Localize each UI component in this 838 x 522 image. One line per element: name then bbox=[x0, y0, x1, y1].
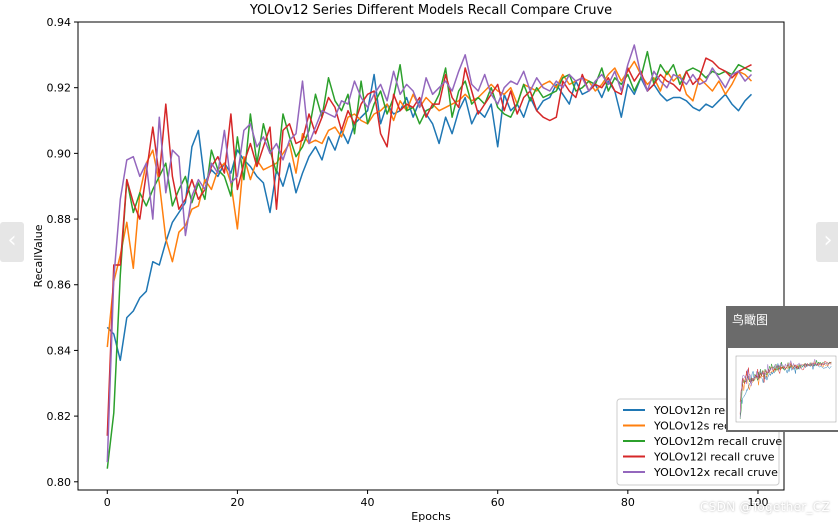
series-line-4 bbox=[106, 44, 753, 463]
watermark: CSDN @Together_CZ bbox=[700, 500, 830, 514]
chevron-left-icon: ‹ bbox=[7, 228, 17, 253]
next-image-button[interactable]: › bbox=[816, 222, 838, 262]
series-layer bbox=[106, 44, 753, 469]
x-tick-label: 100 bbox=[747, 496, 768, 509]
y-tick-label: 0.92 bbox=[47, 82, 72, 95]
legend-label: YOLOv12x recall cruve bbox=[653, 466, 778, 479]
chart-title: YOLOv12 Series Different Models Recall C… bbox=[249, 3, 612, 18]
x-tick-label: 0 bbox=[104, 496, 111, 509]
y-axis-label: RecallValue bbox=[32, 224, 45, 287]
y-tick-label: 0.88 bbox=[47, 213, 72, 226]
y-axis: 0.80 0.82 0.84 0.86 0.88 0.90 0.92 0.94 bbox=[47, 16, 78, 489]
chevron-right-icon: › bbox=[823, 228, 833, 253]
overview-thumbnail-chart bbox=[735, 355, 837, 423]
y-tick-label: 0.94 bbox=[47, 16, 72, 29]
y-tick-label: 0.82 bbox=[47, 410, 72, 423]
y-tick-label: 0.80 bbox=[47, 476, 72, 489]
x-tick-label: 60 bbox=[491, 496, 505, 509]
thumbnail-series-line-4 bbox=[739, 358, 832, 419]
x-tick-label: 80 bbox=[621, 496, 635, 509]
x-axis-label: Epochs bbox=[411, 510, 451, 522]
x-tick-label: 20 bbox=[230, 496, 244, 509]
y-tick-label: 0.90 bbox=[47, 147, 72, 160]
legend-label: YOLOv12l recall cruve bbox=[653, 451, 775, 464]
overview-panel[interactable]: 鸟瞰图 bbox=[726, 306, 838, 432]
overview-thumbnail[interactable] bbox=[728, 348, 838, 430]
legend-label: YOLOv12m recall cruve bbox=[653, 435, 782, 448]
y-tick-label: 0.86 bbox=[47, 279, 72, 292]
previous-image-button[interactable]: ‹ bbox=[0, 222, 24, 262]
overview-title: 鸟瞰图 bbox=[732, 313, 769, 327]
y-tick-label: 0.84 bbox=[47, 344, 72, 357]
x-axis: 0 20 40 60 80 100 bbox=[104, 490, 768, 509]
x-tick-label: 40 bbox=[361, 496, 375, 509]
